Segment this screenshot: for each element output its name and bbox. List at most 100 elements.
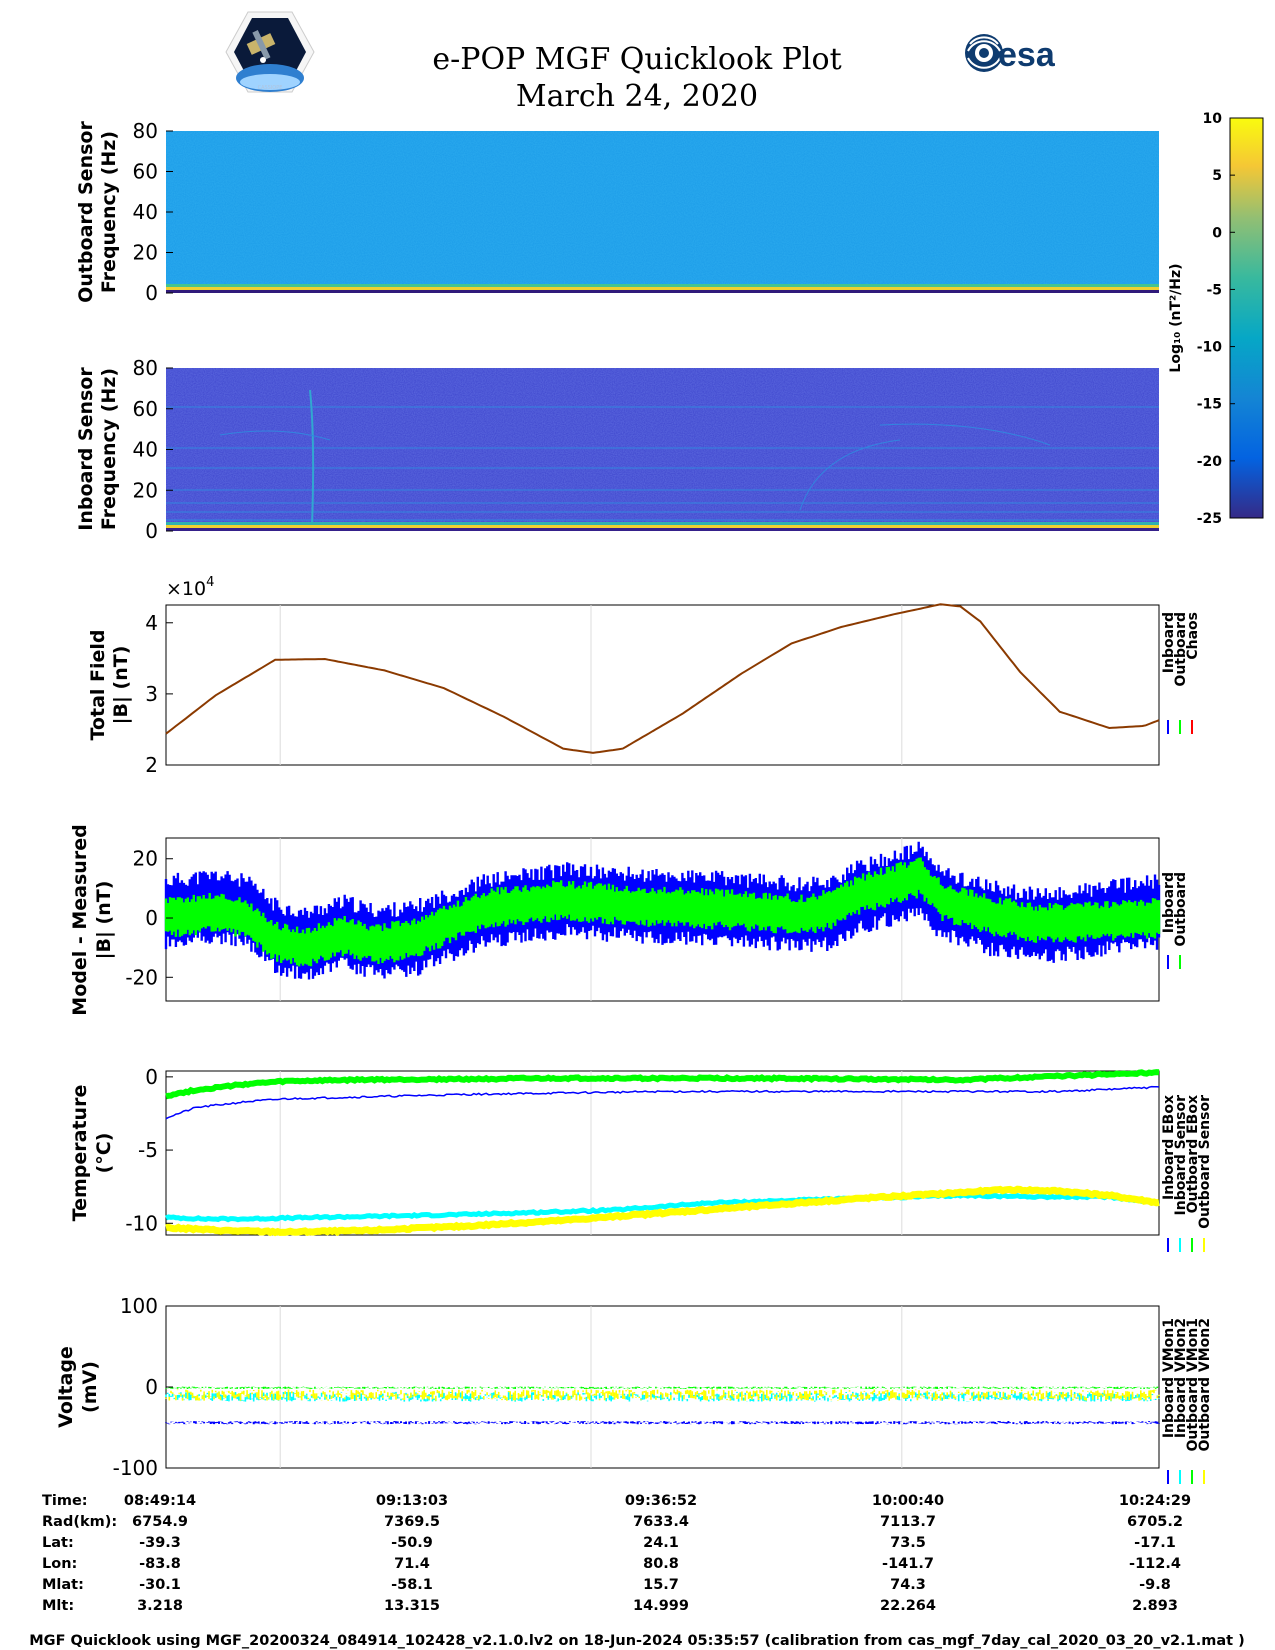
- outboard-spectrogram-ytick-label: 20: [133, 241, 158, 265]
- total-field-curve: [165, 603, 1160, 754]
- inboard-spectrogram-lines: [166, 389, 1159, 526]
- temperature-panel: -10 -5 0 Temperature (°C) Inboard EBoxInbo…: [69, 1065, 1213, 1252]
- ephemeris-row-label: Mlat:: [42, 1577, 84, 1593]
- ephemeris-cell: 6705.2: [1127, 1514, 1183, 1530]
- ephemeris-cell: 15.7: [643, 1577, 679, 1593]
- inboard-spectrogram-ytick-label: 60: [133, 397, 158, 421]
- ephemeris-cell: 10:00:40: [872, 1493, 944, 1509]
- voltage-legend-label: Inboard VMon1: [1161, 1318, 1177, 1438]
- model-measured-ytick-label: 20: [133, 847, 158, 871]
- total-field-exponent-power: 4: [206, 575, 214, 590]
- ephemeris-cell: -112.4: [1129, 1556, 1181, 1572]
- temperature-legend-label: Inboard Sensor: [1173, 1095, 1189, 1216]
- model-measured-series-outboard: [164, 857, 1161, 967]
- outboard-spectrogram-ylabel-line2: Frequency (Hz): [98, 131, 120, 293]
- temperature-series-outboard-sensor: [165, 1185, 1160, 1237]
- ephemeris-row-label: Rad(km):: [42, 1514, 117, 1530]
- total-field-legend-label: Inboard: [1161, 612, 1177, 673]
- temperature-ylabel-line2: (°C): [93, 1133, 115, 1174]
- header: CASSIOPE e-POP MGF Quicklook Plot March …: [225, 11, 1056, 114]
- total-field-ylabel-line1: Total Field: [87, 629, 109, 740]
- ephemeris-cell: 7633.4: [633, 1514, 689, 1530]
- colorbar-ticks: 10 5 0 -5 -10 -15 -20 -25: [1197, 111, 1235, 527]
- colorbar-label: Log₁₀ (nT²/Hz): [1168, 263, 1184, 372]
- outboard-spectrogram-ytick-label: 0: [145, 281, 158, 305]
- outboard-spectrogram-panel: 0 20 40 60 80 Outboard Sensor Frequency (Hz): [75, 119, 1159, 305]
- temperature-series: [165, 1069, 1160, 1237]
- outboard-spectrogram-ytick-label: 40: [133, 200, 158, 224]
- model-measured-ytick-label: -20: [125, 965, 158, 989]
- esa-logo: esa: [965, 34, 1056, 74]
- voltage-series-outboard-vmon1: [165, 1386, 1159, 1389]
- temperature-grid: [279, 1071, 903, 1235]
- temperature-legend-label: Outboard EBox: [1185, 1095, 1201, 1213]
- footer-text: MGF Quicklook using MGF_20200324_084914_…: [29, 1633, 1245, 1649]
- model-measured-ylabel-line1: Model - Measured: [69, 824, 91, 1015]
- voltage-ytick-label: 0: [145, 1375, 158, 1399]
- model-measured-legend-label: Outboard: [1173, 872, 1189, 947]
- colorbar-tick-label: -20: [1197, 454, 1223, 470]
- temperature-yticks: -10 -5 0: [125, 1065, 173, 1235]
- plot-title: e-POP MGF Quicklook Plot: [432, 42, 841, 77]
- model-measured-yticks: -20 0 20: [125, 847, 173, 989]
- voltage-legend-label: Outboard VMon1: [1185, 1318, 1201, 1452]
- total-field-yticks: 2 3 4: [145, 611, 173, 777]
- ephemeris-cell: 09:13:03: [376, 1493, 448, 1509]
- ephemeris-cell: 7113.7: [880, 1514, 936, 1530]
- total-field-grid: [279, 605, 903, 765]
- voltage-ytick-label: 100: [120, 1294, 158, 1318]
- voltage-legend-label: Inboard VMon2: [1173, 1318, 1189, 1438]
- ephemeris-cell: -39.3: [139, 1535, 181, 1551]
- model-measured-ylabel-line2: |B| (nT): [93, 881, 115, 960]
- inboard-spectrogram-ytick-label: 40: [133, 438, 158, 462]
- total-field-legend-label: Chaos: [1185, 612, 1201, 660]
- temperature-ytick-label: -5: [138, 1138, 158, 1162]
- ephemeris-row-label: Lat:: [42, 1535, 74, 1551]
- colorbar-tick-label: -5: [1206, 282, 1222, 298]
- esa-logo-text: esa: [998, 36, 1056, 74]
- ephemeris-cell: 71.4: [394, 1556, 430, 1572]
- colorbar: 10 5 0 -5 -10 -15 -20 -25 Log₁₀ (nT²/Hz): [1168, 111, 1264, 527]
- ephemeris-row-label: Time:: [42, 1493, 88, 1509]
- colorbar-tick-label: -25: [1197, 511, 1222, 527]
- plot-date: March 24, 2020: [516, 79, 758, 114]
- ephemeris-cell: 3.218: [137, 1598, 183, 1614]
- cassiope-logo-text: CASSIOPE: [258, 85, 283, 91]
- outboard-spectrogram-noise: [166, 131, 1159, 293]
- inboard-spectrogram-noise: [166, 368, 1159, 531]
- ephemeris-cell: 22.264: [880, 1598, 936, 1614]
- voltage-legend-label: Outboard VMon2: [1197, 1318, 1213, 1452]
- total-field-exponent-base: ×10: [166, 578, 206, 600]
- inboard-spectrogram-ytick-label: 20: [133, 478, 158, 502]
- colorbar-tick-label: 10: [1203, 111, 1223, 127]
- ephemeris-cell: 08:49:14: [124, 1493, 196, 1509]
- inboard-spectrogram-yticks: 0 20 40 60 80: [133, 356, 173, 543]
- ephemeris-cell: -58.1: [391, 1577, 433, 1593]
- ephemeris-cell: 24.1: [643, 1535, 679, 1551]
- total-field-legend-label: Outboard: [1173, 612, 1189, 687]
- temperature-ytick-label: 0: [145, 1065, 158, 1089]
- total-field-exponent: ×104: [166, 575, 214, 600]
- total-field-ytick-label: 2: [145, 753, 158, 777]
- ephemeris-cell: -17.1: [1134, 1535, 1176, 1551]
- voltage-ylabel-line1: Voltage: [55, 1346, 77, 1428]
- colorbar-gradient: [1229, 117, 1264, 519]
- ephemeris-cell: 74.3: [890, 1577, 926, 1593]
- ephemeris-cell: 2.893: [1132, 1598, 1178, 1614]
- ephemeris-cell: -9.8: [1139, 1577, 1171, 1593]
- inboard-spectrogram-band-bright: [166, 525, 1159, 528]
- voltage-ylabel-line2: (mV): [79, 1361, 101, 1413]
- temperature-legend-label: Inboard EBox: [1161, 1095, 1177, 1200]
- voltage-ytick-label: -100: [113, 1456, 158, 1480]
- model-measured-series: [164, 841, 1161, 980]
- temperature-series-inboard-sensor: [165, 1192, 1160, 1223]
- model-measured-legend-label: Inboard: [1161, 872, 1177, 933]
- voltage-series-outboard-vmon2: [165, 1389, 1160, 1401]
- ephemeris-cell: -141.7: [882, 1556, 934, 1572]
- temperature-ytick-label: -10: [125, 1211, 158, 1235]
- total-field-axes: [165, 604, 1160, 766]
- ephemeris-row-label: Mlt:: [42, 1598, 74, 1614]
